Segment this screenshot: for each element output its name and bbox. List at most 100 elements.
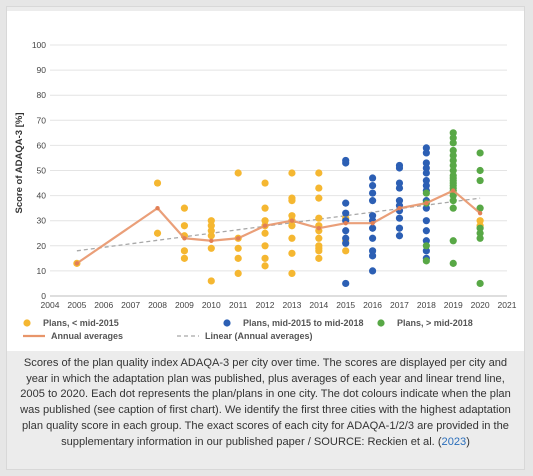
dot-series1-35 xyxy=(422,176,430,185)
x-tick-label-2016: 2016 xyxy=(363,300,382,310)
dot-series1-39 xyxy=(422,204,430,212)
dot-series0-6 xyxy=(180,247,189,255)
x-tick-label-2011: 2011 xyxy=(229,300,248,310)
dot-series0-4 xyxy=(180,222,189,230)
dot-series0-35 xyxy=(288,269,296,278)
legend-marker-0 xyxy=(23,319,31,327)
dot-series1-29 xyxy=(395,232,404,240)
dot-series0-25 xyxy=(261,254,269,262)
dot-series1-12 xyxy=(368,197,377,205)
legend: Plans, < mid-2015 Plans, mid-2015 to mid-… xyxy=(23,318,473,341)
dot-series0-42 xyxy=(315,234,323,242)
dot-series0-32 xyxy=(288,222,296,230)
dot-series0-49 xyxy=(342,247,350,255)
dot-series0-1 xyxy=(153,179,162,187)
caption-tail: ) xyxy=(466,435,470,448)
dot-series0-45 xyxy=(315,247,323,255)
dot-series0-37 xyxy=(315,184,323,192)
dot-series2-0 xyxy=(422,189,430,197)
y-tick-label-20: 20 xyxy=(37,241,47,251)
average-marker-7 xyxy=(316,226,322,231)
citation-year-link[interactable]: 2023 xyxy=(441,435,467,448)
dot-series0-9 xyxy=(207,222,215,230)
x-tick-label-2004: 2004 xyxy=(41,300,60,310)
legend-label-4: Linear (Annual averages) xyxy=(205,331,313,341)
y-axis-label: Score of ADAQA-3 [%] xyxy=(14,113,25,214)
dot-series1-3 xyxy=(342,209,350,217)
dot-series2-23 xyxy=(449,237,457,245)
y-tick-label-80: 80 xyxy=(37,90,47,100)
average-marker-11 xyxy=(424,200,429,206)
dot-series1-31 xyxy=(422,149,430,157)
dot-series1-42 xyxy=(422,237,430,245)
y-tick-label-30: 30 xyxy=(37,216,47,226)
dot-series1-18 xyxy=(368,252,377,260)
dot-series1-27 xyxy=(395,214,404,222)
chart-card: 0 10 20 30 40 50 60 70 80 90 100 2004 2005 2006 2007 20… xyxy=(7,11,524,351)
dot-series1-28 xyxy=(395,224,404,232)
dot-series1-1 xyxy=(342,159,350,167)
dot-series0-50 xyxy=(476,217,484,225)
legend-label-3: Annual averages xyxy=(51,331,123,341)
x-tick-label-2006: 2006 xyxy=(94,300,113,310)
grid-lines xyxy=(50,44,507,297)
dots-layer xyxy=(73,129,484,288)
dot-series0-33 xyxy=(288,234,296,242)
dot-series1-43 xyxy=(422,247,430,255)
dot-series2-31 xyxy=(476,234,484,242)
dot-series1-40 xyxy=(422,217,430,225)
average-marker-9 xyxy=(370,221,375,226)
average-marker-4 xyxy=(235,236,241,241)
dot-series1-7 xyxy=(342,239,350,247)
axes: 0 10 20 30 40 50 60 70 80 90 100 2004 2005 2006 2007 20… xyxy=(32,40,517,310)
x-tick-label-2012: 2012 xyxy=(256,300,275,310)
dot-series2-7 xyxy=(449,146,457,155)
legend-label-2: Plans, > mid-2018 xyxy=(397,318,473,328)
dot-series0-11 xyxy=(207,232,215,240)
dot-series0-13 xyxy=(207,277,215,285)
dot-series2-11 xyxy=(449,166,457,175)
dot-series2-25 xyxy=(476,149,484,157)
dot-series1-30 xyxy=(422,144,430,152)
average-marker-3 xyxy=(209,238,214,243)
dot-series0-36 xyxy=(315,169,323,177)
y-tick-label-40: 40 xyxy=(37,191,47,201)
averages-layer xyxy=(74,188,483,266)
dot-series2-27 xyxy=(476,176,484,185)
x-tick-label-2019: 2019 xyxy=(444,300,463,310)
x-tick-label-2020: 2020 xyxy=(471,300,490,310)
dot-series1-36 xyxy=(422,181,430,190)
dot-series1-8 xyxy=(342,279,350,288)
x-tick-label-2015: 2015 xyxy=(336,300,355,310)
legend-marker-2 xyxy=(377,319,385,327)
dot-series0-19 xyxy=(261,179,269,187)
x-tick-label-2010: 2010 xyxy=(202,300,221,310)
dot-series1-21 xyxy=(395,164,404,172)
dot-series0-38 xyxy=(315,194,323,202)
dot-series0-10 xyxy=(207,227,215,235)
dot-series2-3 xyxy=(422,257,430,265)
average-marker-1 xyxy=(155,205,160,211)
average-marker-8 xyxy=(343,221,348,226)
y-tick-label-60: 60 xyxy=(37,140,47,150)
annual-averages-line xyxy=(76,189,481,265)
average-marker-5 xyxy=(262,223,268,228)
trend-layer xyxy=(76,197,481,252)
dot-series2-26 xyxy=(476,166,484,175)
dot-series2-6 xyxy=(449,139,457,147)
y-tick-label-90: 90 xyxy=(37,65,47,75)
dot-series0-12 xyxy=(207,244,215,252)
dot-series0-21 xyxy=(261,217,269,225)
x-tick-label-2013: 2013 xyxy=(282,300,301,310)
dot-series0-7 xyxy=(180,254,189,262)
average-marker-12 xyxy=(451,188,456,193)
dot-series0-2 xyxy=(153,229,162,237)
dot-series1-13 xyxy=(368,212,377,220)
dot-series1-10 xyxy=(368,181,377,190)
dot-series0-26 xyxy=(261,262,269,270)
dot-series1-24 xyxy=(395,197,404,205)
dot-series1-32 xyxy=(422,159,430,167)
dot-series1-23 xyxy=(395,184,404,192)
average-marker-0 xyxy=(74,261,80,266)
dot-series1-41 xyxy=(422,227,430,235)
